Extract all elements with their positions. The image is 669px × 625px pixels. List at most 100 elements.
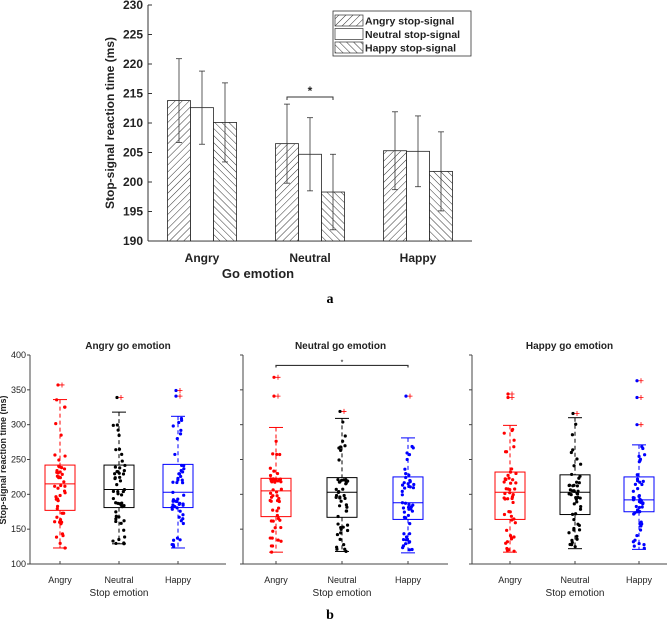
data-point [575,534,579,538]
data-point [181,513,185,517]
data-point [175,536,180,540]
panel-label-b: b [326,608,334,623]
data-point [54,535,59,539]
x-tick-label: Angry [185,251,220,265]
data-point [400,493,404,497]
y-tick-label: 300 [11,420,26,430]
data-point [511,478,515,482]
data-point [635,379,639,383]
data-point [631,540,635,544]
data-point [276,538,280,542]
data-point [640,445,644,449]
data-point [122,469,126,473]
data-point [278,452,282,457]
data-point [634,504,638,509]
data-point [63,491,67,495]
data-point [502,512,507,517]
data-point [643,453,647,457]
data-point [343,444,347,448]
data-point [56,471,60,475]
data-point [513,521,517,525]
x-tick-label: Angry [48,575,72,585]
data-point [504,487,508,491]
data-point [63,546,67,550]
data-point [342,543,346,547]
data-point [279,525,283,530]
data-point [113,476,117,481]
data-point [335,545,339,549]
data-point [172,538,176,542]
data-point [508,470,513,474]
data-point [570,472,574,477]
data-point [62,467,67,471]
data-point [173,452,177,457]
data-point [117,447,122,451]
data-point [575,480,579,484]
data-point [642,542,646,547]
data-point [503,477,507,481]
data-point [269,519,273,523]
data-point [572,464,576,468]
data-point [635,423,639,427]
data-point [337,490,341,494]
data-point [170,542,174,547]
data-point [118,466,122,470]
data-point [53,520,57,524]
data-point [410,547,414,552]
data-point [339,527,343,531]
y-tick-label: 195 [123,205,143,219]
data-point [575,500,579,504]
data-point [404,535,409,539]
data-point [171,424,175,428]
data-point [503,497,507,501]
data-point [55,398,59,402]
data-point [636,487,640,491]
panel-title: Happy go emotion [526,341,613,352]
box-panel-2: Neutral go emotion Angry Neutral Happy Stop … [240,341,448,599]
data-point [505,528,509,532]
x-axis-label: Stop emotion [546,588,605,599]
data-point [117,537,121,542]
outlier-marker [275,374,281,380]
significance-star: * [341,359,344,366]
data-point [336,522,340,526]
data-point [180,418,184,422]
data-point [114,541,118,546]
data-point [344,503,349,507]
data-point [271,508,275,512]
data-point [116,428,120,432]
data-point [514,481,518,485]
legend-label: Angry stop-signal [365,16,454,28]
outlier-marker [275,393,281,399]
data-point [275,494,279,498]
data-point [180,478,184,482]
data-point [182,493,186,497]
outlier-marker [407,393,413,399]
data-point [114,514,118,518]
data-point [509,514,514,518]
data-point [641,479,645,483]
data-point [123,535,127,539]
data-point [506,497,510,501]
data-point [178,501,182,505]
significance-star: * [308,84,313,98]
data-point [567,492,571,496]
data-point [407,453,412,457]
panel-label-a: a [327,292,334,307]
data-point [408,478,412,483]
data-point [512,549,516,553]
data-point [55,504,60,508]
data-point [62,480,66,484]
data-point [115,483,119,487]
data-point [345,505,349,509]
data-point [569,450,573,455]
x-axis-label: Go emotion [222,266,294,281]
box [392,476,424,520]
data-point [572,489,576,493]
data-point [406,505,411,509]
data-point [570,540,574,545]
data-point [404,471,408,476]
x-tick-label: Neutral [289,251,330,265]
